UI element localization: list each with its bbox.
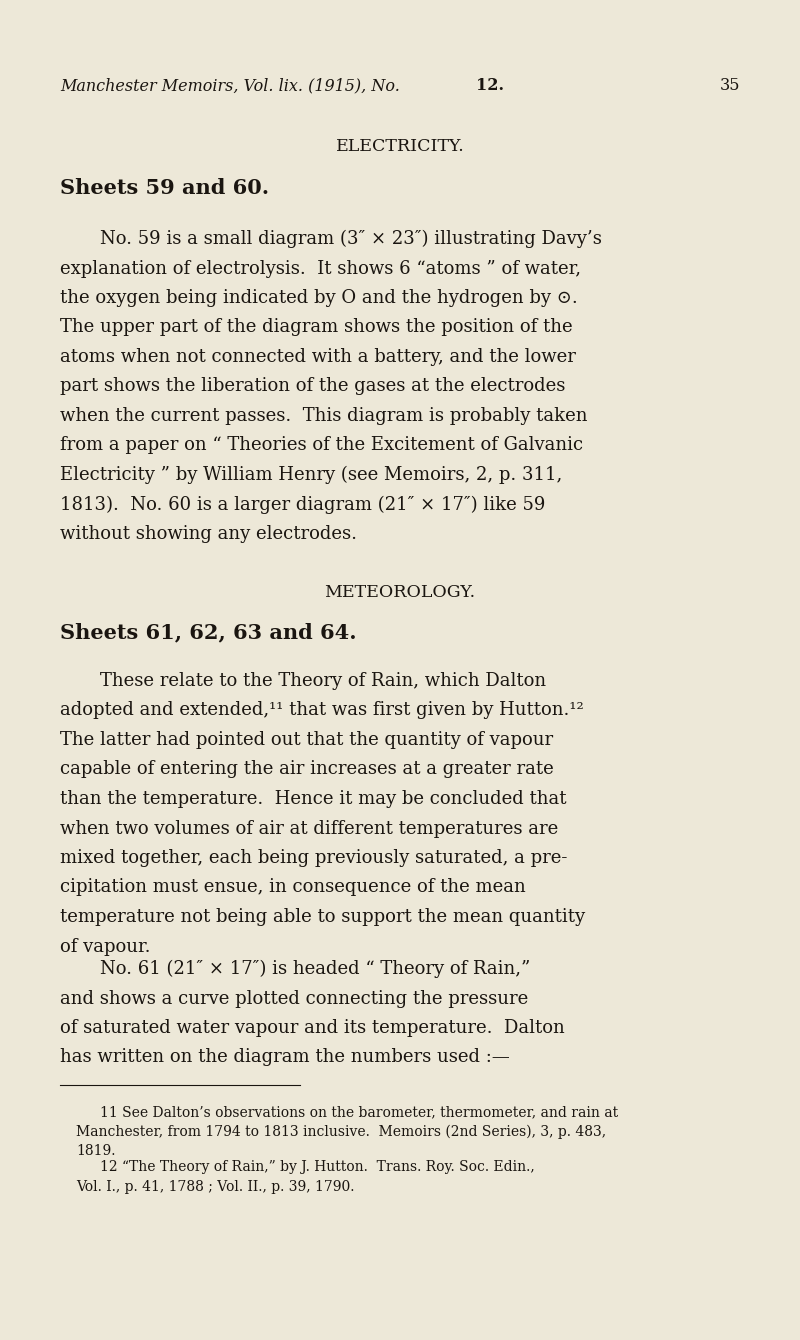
Text: from a paper on “ Theories of the Excitement of Galvanic: from a paper on “ Theories of the Excite… (60, 437, 583, 454)
Text: temperature not being able to support the mean quantity: temperature not being able to support th… (60, 909, 585, 926)
Text: than the temperature.  Hence it may be concluded that: than the temperature. Hence it may be co… (60, 791, 566, 808)
Text: 12.: 12. (476, 76, 504, 94)
Text: the oxygen being indicated by O and the hydrogen by ⊙.: the oxygen being indicated by O and the … (60, 289, 578, 307)
Text: when the current passes.  This diagram is probably taken: when the current passes. This diagram is… (60, 407, 587, 425)
Text: 1819.: 1819. (76, 1144, 115, 1158)
Text: No. 59 is a small diagram (3″ × 23″) illustrating Davy’s: No. 59 is a small diagram (3″ × 23″) ill… (100, 230, 602, 248)
Text: The upper part of the diagram shows the position of the: The upper part of the diagram shows the … (60, 319, 573, 336)
Text: Sheets 61, 62, 63 and 64.: Sheets 61, 62, 63 and 64. (60, 622, 357, 642)
Text: adopted and extended,¹¹ that was first given by Hutton.¹²: adopted and extended,¹¹ that was first g… (60, 702, 584, 720)
Text: mixed together, each being previously saturated, a pre-: mixed together, each being previously sa… (60, 850, 567, 867)
Text: 11 See Dalton’s observations on the barometer, thermometer, and rain at: 11 See Dalton’s observations on the baro… (100, 1106, 618, 1119)
Text: capable of entering the air increases at a greater rate: capable of entering the air increases at… (60, 761, 554, 779)
Text: 1813).  No. 60 is a larger diagram (21″ × 17″) like 59: 1813). No. 60 is a larger diagram (21″ ×… (60, 496, 546, 513)
Text: and shows a curve plotted connecting the pressure: and shows a curve plotted connecting the… (60, 989, 528, 1008)
Text: 35: 35 (719, 76, 740, 94)
Text: when two volumes of air at different temperatures are: when two volumes of air at different tem… (60, 820, 558, 838)
Text: The latter had pointed out that the quantity of vapour: The latter had pointed out that the quan… (60, 732, 553, 749)
Text: Manchester Memoirs, Vol. lix. (1915), No.: Manchester Memoirs, Vol. lix. (1915), No… (60, 76, 405, 94)
Text: Manchester, from 1794 to 1813 inclusive.  Memoirs (2nd Series), 3, p. 483,: Manchester, from 1794 to 1813 inclusive.… (76, 1124, 606, 1139)
Text: Electricity ” by William Henry (see Memoirs, 2, p. 311,: Electricity ” by William Henry (see Memo… (60, 466, 562, 484)
Text: atoms when not connected with a battery, and the lower: atoms when not connected with a battery,… (60, 348, 576, 366)
Text: Vol. I., p. 41, 1788 ; Vol. II., p. 39, 1790.: Vol. I., p. 41, 1788 ; Vol. II., p. 39, … (76, 1179, 354, 1194)
Text: of vapour.: of vapour. (60, 938, 150, 955)
Text: No. 61 (21″ × 17″) is headed “ Theory of Rain,”: No. 61 (21″ × 17″) is headed “ Theory of… (100, 959, 530, 978)
Text: ELECTRICITY.: ELECTRICITY. (336, 138, 464, 155)
Text: cipitation must ensue, in consequence of the mean: cipitation must ensue, in consequence of… (60, 879, 526, 896)
Text: of saturated water vapour and its temperature.  Dalton: of saturated water vapour and its temper… (60, 1018, 565, 1037)
Text: 12 “The Theory of Rain,” by J. Hutton.  Trans. Roy. Soc. Edin.,: 12 “The Theory of Rain,” by J. Hutton. T… (100, 1160, 534, 1174)
Text: explanation of electrolysis.  It shows 6 “atoms ” of water,: explanation of electrolysis. It shows 6 … (60, 260, 581, 277)
Text: Sheets 59 and 60.: Sheets 59 and 60. (60, 178, 269, 198)
Text: METEOROLOGY.: METEOROLOGY. (325, 584, 475, 602)
Text: part shows the liberation of the gases at the electrodes: part shows the liberation of the gases a… (60, 378, 566, 395)
Text: These relate to the Theory of Rain, which Dalton: These relate to the Theory of Rain, whic… (100, 671, 546, 690)
Text: without showing any electrodes.: without showing any electrodes. (60, 525, 357, 543)
Text: has written on the diagram the numbers used :—: has written on the diagram the numbers u… (60, 1048, 510, 1067)
